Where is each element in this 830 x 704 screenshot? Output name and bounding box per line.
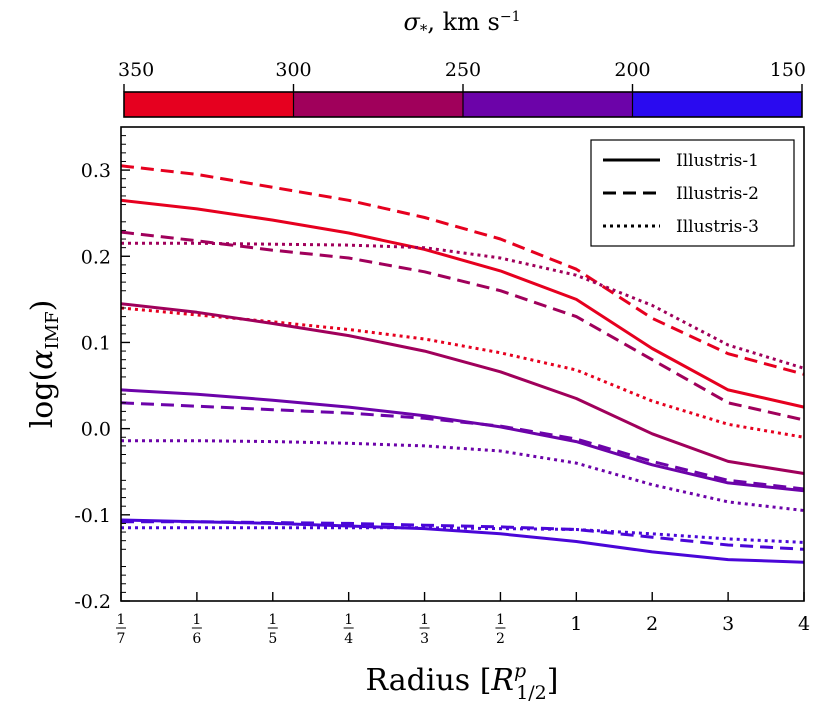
series-line xyxy=(120,230,805,422)
x-tick-denominator: 7 xyxy=(117,631,126,647)
y-tick-label: -0.1 xyxy=(74,505,111,527)
x-tick-label: 12 xyxy=(495,612,506,647)
x-tick-numerator: 1 xyxy=(496,612,505,628)
x-tick-label: 13 xyxy=(419,612,430,647)
colorbar-tick-label: 150 xyxy=(770,59,806,81)
x-tick-label: 15 xyxy=(267,612,278,647)
y-axis-label: log(αIMF) xyxy=(25,300,63,429)
colorbar-tick-label: 300 xyxy=(275,59,311,81)
y-tick-label: 0.0 xyxy=(81,419,111,441)
colorbar-frame xyxy=(123,91,803,118)
series-line xyxy=(121,439,805,512)
y-tick-label: 0.1 xyxy=(81,332,111,354)
axis-ticks xyxy=(120,135,805,602)
colorbar-tick-label: 250 xyxy=(445,59,481,81)
legend-label: Illustris-2 xyxy=(676,184,759,204)
colorbar-tick-label: 350 xyxy=(118,59,154,81)
x-tick-label: 17 xyxy=(116,612,126,647)
series-line xyxy=(120,164,805,376)
x-axis-label: Radius [Rp 1/2] xyxy=(366,660,559,704)
x-tick-numerator: 1 xyxy=(420,612,429,628)
x-tick-denominator: 6 xyxy=(192,631,201,647)
y-tick-label: 0.3 xyxy=(81,160,111,182)
colorbar-segment xyxy=(632,92,803,117)
y-tick-label: -0.2 xyxy=(74,591,111,613)
colorbar-segment xyxy=(293,92,464,117)
x-tick-numerator: 1 xyxy=(268,612,277,628)
legend: Illustris-1 Illustris-2 Illustris-3 xyxy=(590,139,795,247)
legend-label: Illustris-1 xyxy=(676,151,759,171)
series-line xyxy=(120,302,805,475)
series-line xyxy=(120,388,805,493)
colorbar xyxy=(124,92,803,117)
x-tick-label: 2 xyxy=(646,613,658,635)
series-line xyxy=(120,401,805,491)
x-tick-denominator: 2 xyxy=(496,631,505,647)
plot-frame xyxy=(120,126,805,602)
colorbar-tick-label: 200 xyxy=(614,59,650,81)
series-line xyxy=(121,526,805,544)
y-tick-label: 0.2 xyxy=(81,246,111,268)
colorbar-segment xyxy=(124,92,294,117)
legend-label: Illustris-3 xyxy=(676,217,759,237)
x-tick-denominator: 4 xyxy=(344,631,353,647)
x-tick-label: 3 xyxy=(722,613,734,635)
colorbar-tick-labels: 350 300 250 200 150 xyxy=(118,59,806,92)
x-tick-numerator: 1 xyxy=(192,612,201,628)
x-tick-label: 4 xyxy=(798,613,810,635)
x-tick-numerator: 1 xyxy=(117,612,126,628)
x-tick-label: 1 xyxy=(570,613,582,635)
x-tick-denominator: 5 xyxy=(268,631,277,647)
colorbar-segment xyxy=(463,92,633,117)
x-tick-numerator: 1 xyxy=(344,612,353,628)
y-tick-labels: -0.2 -0.1 0.0 0.1 0.2 0.3 xyxy=(74,160,111,613)
colorbar-label: σ*, km s−1 xyxy=(403,8,520,39)
x-tick-label: 16 xyxy=(191,612,202,647)
x-tick-denominator: 3 xyxy=(420,631,429,647)
series-lines xyxy=(120,164,805,564)
x-tick-label: 14 xyxy=(343,612,354,647)
series-line xyxy=(121,241,805,370)
series-line xyxy=(120,306,805,439)
series-line xyxy=(121,520,805,551)
series-line xyxy=(120,198,805,409)
series-line xyxy=(120,518,805,564)
